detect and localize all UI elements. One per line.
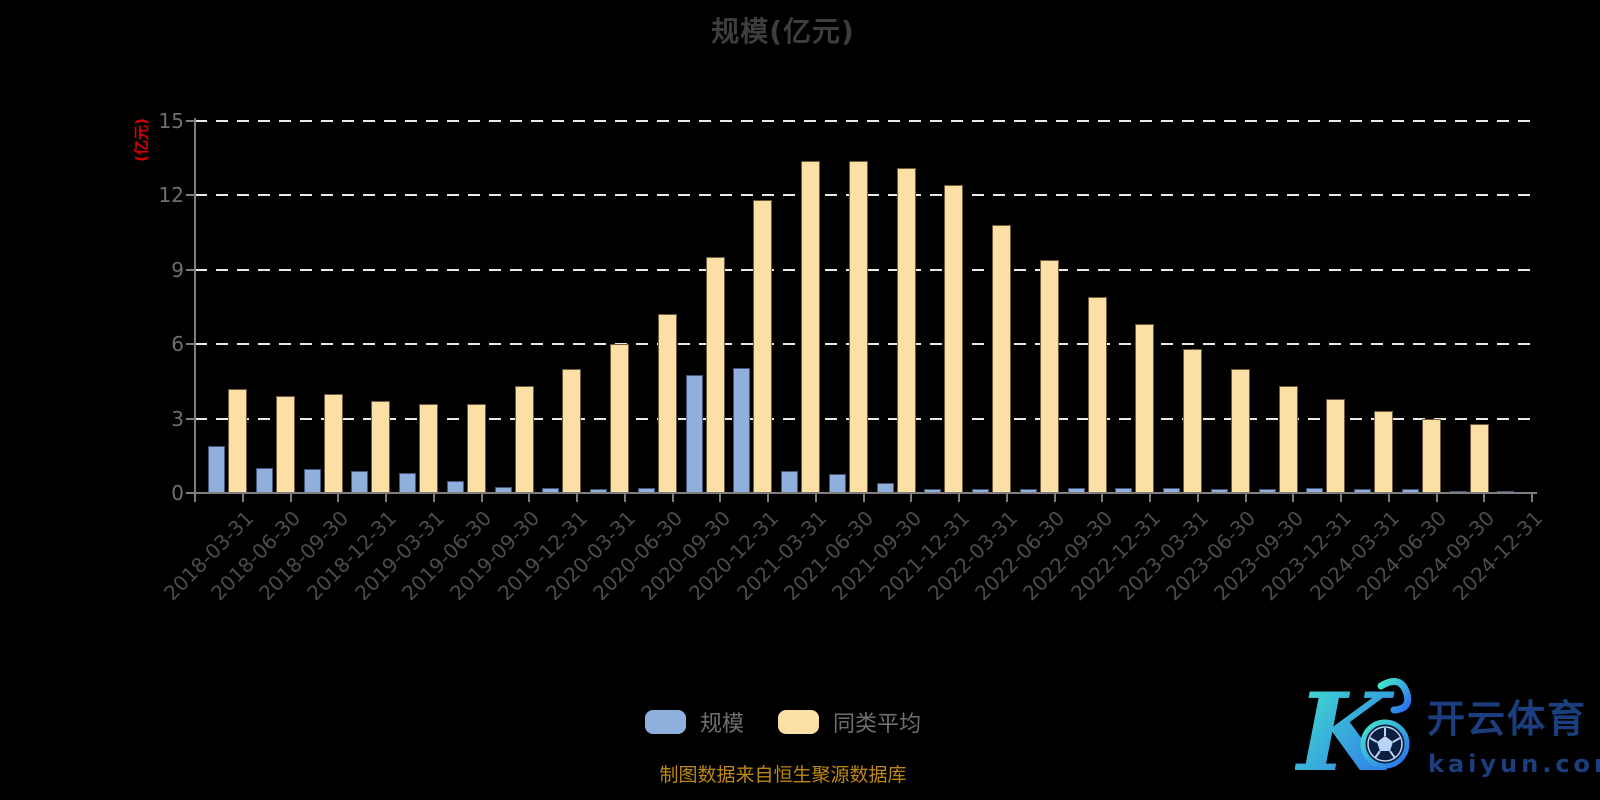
x-axis-tick — [1005, 493, 1008, 502]
x-axis-tick — [719, 493, 722, 502]
legend-item-scale[interactable]: 规模 — [644, 706, 744, 738]
data-source-note: 制图数据来自恒生聚源数据库 — [659, 764, 907, 786]
bar-peer-average-2023-12-31[interactable] — [1326, 398, 1346, 493]
bar-scale-2018-12-31[interactable] — [351, 470, 369, 493]
y-axis-tick-label: 3 — [171, 406, 184, 431]
x-axis-tick — [1292, 493, 1295, 502]
bar-peer-average-2018-03-31[interactable] — [228, 388, 247, 493]
x-axis-tick — [910, 493, 913, 502]
bar-peer-average-2018-12-31[interactable] — [371, 401, 391, 493]
y-axis-tick-label: 6 — [171, 332, 184, 357]
x-axis-tick — [1340, 493, 1342, 502]
bar-scale-2018-03-31[interactable] — [208, 445, 225, 493]
bar-scale-2018-09-30[interactable] — [303, 469, 321, 493]
bar-peer-average-2020-06-30[interactable] — [657, 314, 677, 493]
bar-peer-average-2021-06-30[interactable] — [848, 160, 868, 493]
bar-peer-average-2020-03-31[interactable] — [610, 344, 629, 493]
bar-scale-2018-06-30[interactable] — [255, 468, 273, 493]
bar-peer-average-2020-12-31[interactable] — [753, 200, 773, 493]
bar-peer-average-2018-09-30[interactable] — [323, 393, 343, 493]
y-axis-tick-label: 12 — [158, 183, 184, 208]
x-axis-tick — [1387, 493, 1390, 502]
bar-scale-2020-12-31[interactable] — [733, 367, 751, 493]
bar-peer-average-2018-06-30[interactable] — [275, 396, 295, 493]
x-axis-tick — [1531, 493, 1533, 502]
x-axis-tick — [528, 493, 531, 502]
y-axis-tick-label: 15 — [158, 109, 184, 133]
bar-peer-average-2021-03-31[interactable] — [801, 160, 820, 493]
soccer-ball-icon — [1360, 719, 1410, 769]
x-axis-tick — [1244, 493, 1247, 502]
legend-swatch-peer-average — [778, 710, 819, 734]
y-axis-tick — [186, 268, 194, 271]
legend-item-peer-average[interactable]: 同类平均 — [778, 706, 921, 738]
y-axis-tick — [186, 492, 194, 494]
bar-peer-average-2023-09-30[interactable] — [1278, 386, 1298, 493]
x-axis-tick — [1196, 493, 1199, 502]
x-axis-tick — [862, 493, 865, 502]
x-axis-tick — [623, 493, 626, 502]
x-axis-tick — [576, 493, 578, 502]
x-axis-tick — [958, 493, 960, 502]
bar-peer-average-2024-06-30[interactable] — [1421, 418, 1441, 493]
kaiyun-watermark-logo[interactable]: K 开云体育 kaiyun.com — [1294, 668, 1600, 796]
bar-peer-average-2019-09-30[interactable] — [514, 386, 534, 493]
y-axis-tick — [186, 417, 194, 420]
x-axis-tick — [1053, 493, 1056, 502]
x-axis-tick — [671, 493, 674, 502]
y-axis-tick-label: 9 — [171, 257, 184, 282]
bar-peer-average-2019-06-30[interactable] — [466, 403, 486, 493]
bar-scale-2020-09-30[interactable] — [685, 375, 703, 493]
bar-peer-average-2022-06-30[interactable] — [1039, 259, 1059, 493]
x-axis-tick — [289, 493, 292, 502]
x-axis-tick — [1149, 493, 1151, 502]
gridline — [195, 120, 1537, 122]
y-axis-tick-label: 0 — [171, 481, 184, 505]
x-axis-tick — [432, 493, 435, 502]
legend: 规模 同类平均 — [0, 706, 1566, 738]
legend-swatch-scale — [644, 710, 686, 734]
bar-peer-average-2024-09-30[interactable] — [1469, 423, 1489, 493]
watermark-brand-text: 开云体育 — [1427, 697, 1587, 741]
x-axis-line — [194, 492, 1537, 494]
x-axis-tick — [1483, 493, 1486, 502]
bar-peer-average-2021-09-30[interactable] — [896, 168, 916, 493]
x-axis-tick — [194, 493, 196, 502]
chart-title: 规模(亿元) — [711, 15, 855, 48]
x-axis-tick — [337, 493, 340, 502]
x-axis-tick — [385, 493, 387, 502]
watermark-domain-text: kaiyun.com — [1428, 750, 1600, 778]
bar-peer-average-2021-12-31[interactable] — [944, 185, 964, 493]
bar-peer-average-2022-09-30[interactable] — [1087, 297, 1107, 493]
x-axis-tick — [241, 493, 244, 502]
bar-scale-2021-06-30[interactable] — [828, 474, 846, 493]
x-axis-tick — [814, 493, 817, 502]
bar-scale-2021-03-31[interactable] — [781, 470, 798, 493]
bar-peer-average-2022-12-31[interactable] — [1135, 324, 1155, 493]
bar-scale-2019-03-31[interactable] — [399, 473, 416, 493]
bar-peer-average-2020-09-30[interactable] — [705, 257, 725, 493]
legend-label-peer-average: 同类平均 — [833, 712, 922, 737]
bar-peer-average-2023-03-31[interactable] — [1183, 349, 1202, 493]
x-axis-tick — [767, 493, 769, 502]
legend-label-scale: 规模 — [699, 712, 744, 737]
bar-peer-average-2019-12-31[interactable] — [562, 369, 582, 493]
bar-peer-average-2022-03-31[interactable] — [992, 225, 1011, 493]
bar-peer-average-2019-03-31[interactable] — [419, 403, 438, 493]
y-axis-line — [194, 118, 196, 494]
y-axis-tick — [186, 343, 194, 346]
x-axis-tick — [480, 493, 483, 502]
bar-peer-average-2024-03-31[interactable] — [1374, 411, 1393, 493]
bar-peer-average-2023-06-30[interactable] — [1230, 369, 1250, 493]
x-axis-tick — [1101, 493, 1104, 502]
y-axis-tick — [186, 194, 194, 197]
y-axis-tick — [186, 120, 194, 122]
x-axis-tick — [1435, 493, 1438, 502]
